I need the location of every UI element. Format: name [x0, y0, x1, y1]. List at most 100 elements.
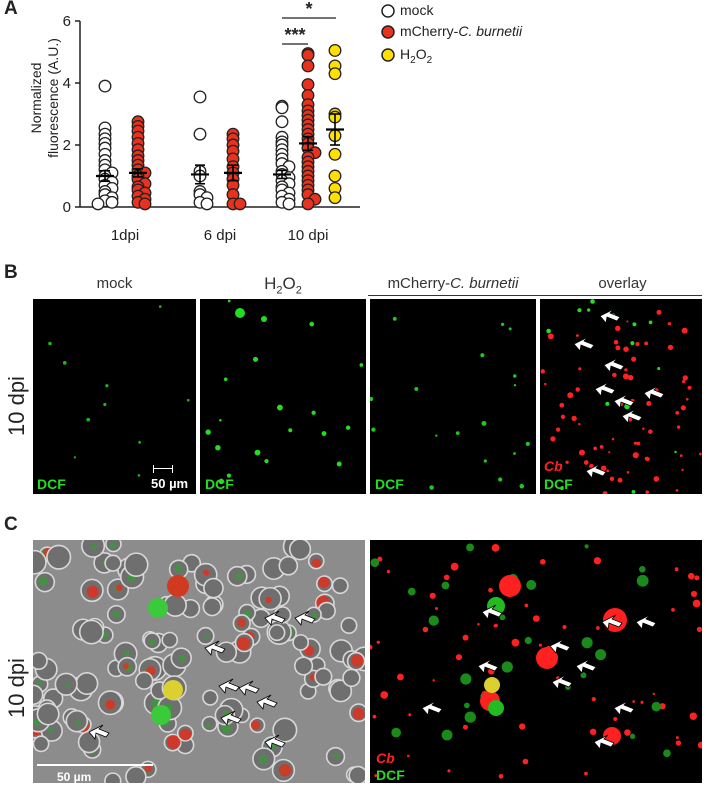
cell-spot — [543, 382, 547, 386]
cell-spot — [644, 341, 649, 346]
cell-spot — [215, 444, 221, 451]
cell-spot — [261, 316, 267, 322]
cell-spot — [626, 320, 629, 323]
cell-spot — [236, 636, 251, 651]
cell-spot — [429, 485, 434, 490]
cell-spot — [630, 341, 635, 346]
cell-spot — [254, 449, 261, 456]
cb-label-overlay: Cb — [544, 458, 563, 474]
cell-spot — [178, 655, 186, 662]
cell-spot — [536, 647, 558, 669]
data-point — [328, 169, 342, 183]
cell-spot — [333, 753, 340, 760]
cell-spot — [580, 672, 587, 679]
cell-spot — [636, 574, 649, 587]
scale-label-c: 50 µm — [57, 770, 92, 783]
cell — [202, 689, 219, 706]
cell-spot — [163, 680, 183, 700]
cell-spot — [218, 478, 225, 485]
cell — [163, 593, 187, 617]
cell-spot — [391, 727, 402, 738]
arrow-icon — [599, 308, 621, 324]
legend-cb-italic: C. burnetii — [458, 23, 523, 39]
arrow-icon — [635, 614, 657, 630]
cell-spot — [73, 456, 76, 459]
cell-spot — [596, 626, 600, 630]
cell-spot — [429, 592, 436, 599]
cell-spot — [687, 572, 695, 580]
cell-spot — [675, 736, 679, 740]
cell-spot — [235, 572, 243, 581]
arrow-icon — [264, 610, 286, 626]
cell — [134, 671, 154, 690]
cell-spot — [692, 599, 701, 608]
cell-spot — [370, 644, 373, 650]
cell-spot — [622, 373, 629, 380]
cell-spot — [105, 699, 116, 710]
cell-spot — [538, 643, 542, 647]
cell-spot — [562, 624, 567, 630]
data-point — [282, 197, 296, 211]
cell — [104, 772, 122, 783]
cell-spot — [123, 663, 130, 670]
cell — [123, 552, 149, 577]
data-point — [193, 90, 207, 104]
x-tick-label: 1dpi — [111, 227, 139, 244]
cell-spot — [186, 398, 190, 402]
cell-spot — [652, 692, 656, 696]
cell-spot — [447, 769, 451, 773]
cell-spot — [640, 700, 644, 704]
cell-spot — [144, 765, 152, 773]
cell-spot — [278, 764, 292, 777]
legend-h2o2-label: H2O2 — [400, 46, 432, 66]
cell-spot — [386, 569, 391, 574]
cell-spot — [372, 714, 377, 719]
panel-b-letter: B — [4, 262, 18, 283]
cell-spot — [493, 624, 497, 628]
cell-spot — [498, 477, 503, 482]
cell-spot — [578, 449, 585, 456]
cell-spot — [112, 610, 120, 618]
cell-spot — [698, 452, 702, 456]
cell-spot — [556, 427, 561, 432]
legend-cb-prefix: mCherry- — [400, 23, 459, 39]
cell-spot — [590, 299, 595, 304]
cb-label-c: Cb — [376, 750, 395, 766]
cell-spot — [205, 429, 211, 435]
scale-bar-c — [37, 764, 153, 766]
cell-spot — [219, 419, 222, 422]
cell — [268, 624, 286, 642]
cell-spot — [615, 345, 621, 351]
col-title-h2o2-o: O — [282, 274, 296, 293]
cell-spot — [105, 384, 109, 388]
cell-spot — [488, 587, 493, 593]
cell-spot — [109, 541, 116, 548]
scale-bar-b — [153, 465, 173, 473]
cell-spot — [690, 590, 698, 597]
cell-spot — [408, 713, 412, 717]
cell-spot — [167, 575, 189, 597]
cell-spot — [488, 700, 504, 716]
cell-spot — [524, 636, 532, 645]
cell-spot — [648, 320, 653, 325]
cell-spot — [609, 476, 615, 482]
cell-spot — [522, 758, 529, 765]
cell-spot — [166, 735, 181, 749]
cell-spot — [524, 603, 529, 608]
cell-spot — [593, 446, 598, 451]
cell — [36, 702, 60, 726]
cell-spot — [205, 722, 211, 729]
cell-spot — [441, 729, 453, 741]
cell-spot — [617, 477, 623, 483]
cell-spot — [90, 544, 97, 551]
image-mock: DCF 50 µm — [33, 299, 196, 494]
cell-spot — [466, 543, 474, 552]
arrow-icon — [601, 614, 623, 630]
cell — [202, 597, 222, 617]
cell-spot — [686, 397, 689, 401]
cell — [54, 672, 78, 696]
y-tick-label: 2 — [63, 137, 71, 154]
cell-spot — [477, 622, 480, 626]
cell-spot — [321, 431, 327, 436]
arrow-icon — [238, 680, 260, 696]
